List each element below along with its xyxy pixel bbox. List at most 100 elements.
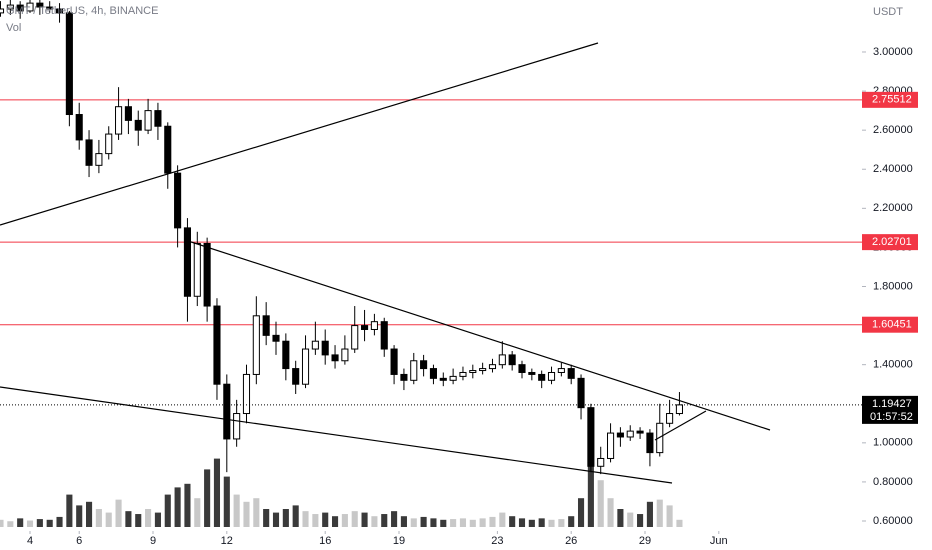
candle-body [636,430,644,434]
volume-bar [56,516,63,527]
candle-body [351,325,359,350]
candle-body [6,4,14,10]
candle-body [174,172,182,229]
volume-bar [331,516,339,527]
candle-body [626,430,634,438]
volume-bar [430,518,437,527]
candle-body [292,368,300,385]
volume-bar [164,494,171,527]
price-label: 1.60451 [872,319,912,331]
candle-body [547,371,556,381]
candle-body [85,139,93,166]
volume-bar [577,498,585,527]
candle-body [361,325,369,330]
candle-body [449,375,457,381]
volume-bar [253,498,260,527]
volume-bar [282,509,289,527]
candle-body [95,153,103,166]
y-tick-label: 2.60000 [873,124,913,136]
candle-body [439,377,447,381]
candle-body [144,110,152,131]
volume-bar [361,512,368,527]
last-price-label: 1.19427 [872,398,912,410]
candle-body [370,321,378,330]
y-tick-label: 1.80000 [873,280,913,292]
candle-body [567,368,575,379]
volume-bar [76,505,83,527]
candle-body [597,457,605,467]
volume-bar [528,519,535,527]
candle-body [272,334,280,342]
volume-bar [223,476,230,527]
candle-body [105,133,113,155]
price-label-box [862,234,918,251]
volume-bar [115,499,122,527]
volume-bar [548,519,555,527]
volume-bar [135,514,142,527]
volume-bar [105,512,112,527]
trend-line [654,410,707,441]
volume-bar [26,520,34,527]
volume-bar [459,518,467,527]
candle-body [164,125,172,174]
candle-body [16,4,24,12]
x-tick-label: 29 [639,535,651,547]
volume-bar [263,509,270,527]
y-tick-label: 1.40000 [873,359,913,371]
volume-bar [213,458,221,527]
volume-bar [518,518,526,527]
y-tick-label: 3.00000 [873,46,913,58]
candle-body [321,340,329,356]
x-tick-label: 12 [221,535,233,547]
volume-bar [312,514,319,527]
candle-body [301,348,310,385]
candle-body [518,364,526,373]
volume-bar [154,512,161,527]
candle-body [577,377,585,409]
volume-bar [538,518,545,527]
volume-bar [7,521,14,527]
y-tick-label: 1.00000 [873,437,913,449]
candle-body [390,348,398,375]
volume-bar [637,514,644,527]
volume-bar [646,501,653,527]
volume-bar [666,505,673,527]
volume-bar [0,519,4,527]
volume-bar [420,516,427,527]
candle-body [124,106,132,121]
candle-body [233,413,241,440]
candle-body [331,354,339,362]
volume-bar [243,501,250,527]
volume-bar [558,519,565,527]
candle-body [469,370,477,373]
volume-bar [440,519,447,527]
volume-bar [469,519,476,527]
candle-body [646,432,654,454]
volume-bar [145,509,152,527]
candle-body [666,413,674,424]
candle-body [282,340,290,370]
candle-body [410,360,418,381]
price-label: 2.02701 [872,236,912,248]
candle-body [183,227,191,297]
candle-body [154,110,162,127]
volume-bar [46,519,53,527]
candle-body [616,432,624,438]
candle-body [459,371,467,377]
volume-bar [66,494,73,527]
volume-bar [184,483,191,527]
candle-body [587,407,595,467]
volume-bar [302,511,309,527]
candle-body [538,373,546,381]
trend-line [0,386,673,484]
axes: 0.600000.800001.000001.200001.400001.600… [27,46,918,547]
volume-bar [391,511,398,527]
candle-body [429,368,437,379]
volume-bar [36,519,43,527]
candle-body [46,6,54,10]
candle-body [36,2,44,8]
volume-bar [450,519,457,527]
volume-bar [194,498,201,527]
y-tick-label: 0.60000 [873,515,913,527]
